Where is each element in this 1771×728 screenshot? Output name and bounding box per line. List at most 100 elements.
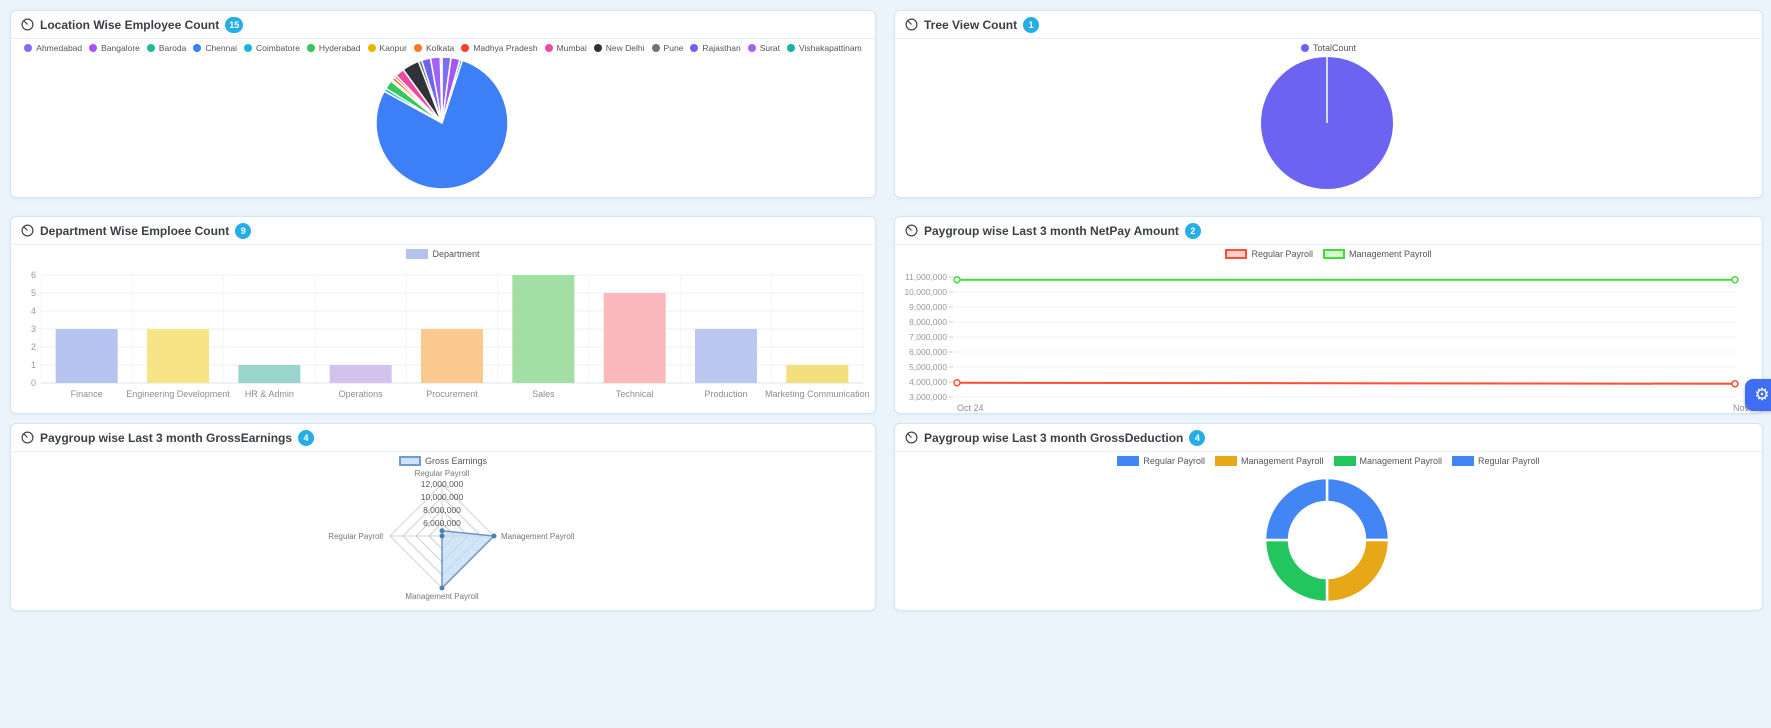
count-badge: 2: [1184, 222, 1201, 239]
legend-swatch: [1214, 456, 1237, 466]
panel-header: Paygroup wise Last 3 month GrossDeductio…: [895, 424, 1762, 452]
legend-label: Rajasthan: [702, 43, 741, 53]
legend-label: Bangalore: [101, 43, 140, 53]
panel-header: Paygroup wise Last 3 month GrossEarnings…: [11, 424, 875, 452]
legend-swatch: [747, 44, 756, 52]
legend-item[interactable]: Hyderabad: [306, 43, 361, 53]
legend-label: Regular Payroll: [1251, 249, 1313, 259]
legend-swatch: [1300, 44, 1309, 52]
legend-label: Management Payroll: [1359, 456, 1443, 466]
legend-label: Baroda: [158, 43, 187, 53]
legend-item[interactable]: Rajasthan: [690, 43, 741, 53]
svg-text:Technical: Technical: [616, 389, 654, 399]
panel-title: Tree View Count: [924, 17, 1018, 32]
legend-item[interactable]: Coimbatore: [243, 43, 300, 53]
svg-text:0: 0: [31, 378, 36, 388]
pie-chart-icon: [21, 224, 34, 237]
legend-item[interactable]: Management Payroll: [1322, 249, 1432, 259]
panel-title: Location Wise Employee Count: [40, 17, 220, 32]
legend-label: Chennai: [205, 43, 237, 53]
legend-label: Regular Payroll: [1143, 456, 1205, 466]
legend-item[interactable]: Vishakapattinam: [787, 43, 862, 53]
legend-label: Department: [432, 249, 480, 259]
legend-swatch: [146, 44, 155, 52]
legend-swatch: [89, 44, 98, 52]
svg-text:3: 3: [31, 324, 36, 334]
svg-text:7,000,000: 7,000,000: [909, 332, 947, 342]
legend-swatch: [1452, 456, 1475, 466]
legend-item[interactable]: Regular Payroll: [1117, 456, 1205, 466]
legend-item[interactable]: New Delhi: [593, 43, 645, 53]
panel-netpay: Paygroup wise Last 3 month NetPay Amount…: [894, 216, 1763, 414]
legend-item[interactable]: Baroda: [146, 43, 187, 53]
svg-text:Regular Payroll: Regular Payroll: [328, 532, 383, 541]
pie-chart-icon: [905, 431, 918, 444]
svg-text:Finance: Finance: [71, 389, 103, 399]
bar: [55, 329, 118, 383]
svg-text:10,000,000: 10,000,000: [421, 492, 464, 502]
legend-item[interactable]: Management Payroll: [1214, 456, 1324, 466]
pie-chart-icon: [905, 224, 918, 237]
bar: [603, 293, 666, 383]
legend-item[interactable]: Kanpur: [367, 43, 407, 53]
legend-item[interactable]: Madhya Pradesh: [461, 43, 538, 53]
panel-department: Department Wise Emploee Count 9 Departme…: [10, 216, 876, 414]
panel-header: Department Wise Emploee Count 9: [11, 217, 875, 245]
svg-text:5,000,000: 5,000,000: [909, 362, 947, 372]
svg-text:3,000,000: 3,000,000: [909, 392, 947, 402]
legend-label: Management Payroll: [1240, 456, 1324, 466]
legend-swatch: [413, 44, 422, 52]
legend-item[interactable]: Regular Payroll: [1452, 456, 1540, 466]
pie-chart-icon: [905, 18, 918, 31]
legend-item[interactable]: Management Payroll: [1333, 456, 1443, 466]
donut-slice: [1325, 538, 1391, 604]
svg-text:Procurement: Procurement: [426, 389, 478, 399]
legend-item[interactable]: Department: [406, 249, 480, 259]
legend-item[interactable]: Kolkata: [413, 43, 455, 53]
legend-item[interactable]: Regular Payroll: [1225, 249, 1313, 259]
grossdeduction-donut-chart: [1263, 476, 1391, 604]
donut-slice: [1263, 476, 1329, 542]
svg-text:1: 1: [31, 360, 36, 370]
panel-header: Location Wise Employee Count 15: [11, 11, 875, 39]
panel-location: Location Wise Employee Count 15 Ahmedaba…: [10, 10, 876, 198]
legend-swatch: [406, 249, 429, 259]
legend-swatch: [651, 44, 660, 52]
panel-title: Paygroup wise Last 3 month GrossEarnings: [40, 430, 293, 445]
legend-item[interactable]: TotalCount: [1300, 43, 1356, 53]
legend-label: New Delhi: [605, 43, 645, 53]
svg-text:9,000,000: 9,000,000: [909, 302, 947, 312]
legend-label: Kolkata: [425, 43, 455, 53]
legend-item[interactable]: Pune: [651, 43, 683, 53]
svg-text:Management Payroll: Management Payroll: [405, 592, 479, 601]
legend-item[interactable]: Gross Earnings: [398, 456, 487, 466]
svg-text:Oct 24: Oct 24: [957, 403, 984, 413]
legend-item[interactable]: Chennai: [193, 43, 237, 53]
legend-swatch: [1117, 456, 1140, 466]
svg-text:2: 2: [31, 342, 36, 352]
legend-item[interactable]: Mumbai: [544, 43, 587, 53]
svg-text:8,000,000: 8,000,000: [423, 505, 461, 515]
legend-item[interactable]: Surat: [747, 43, 780, 53]
gear-icon: ⚙: [1754, 385, 1770, 404]
count-badge: 9: [235, 222, 252, 239]
legend-swatch: [243, 44, 252, 52]
settings-button[interactable]: ⚙: [1745, 379, 1771, 411]
legend-label: Mumbai: [556, 43, 587, 53]
svg-text:Regular Payroll: Regular Payroll: [415, 470, 470, 478]
svg-text:10,000,000: 10,000,000: [904, 287, 947, 297]
bar: [512, 275, 575, 383]
panel-title: Paygroup wise Last 3 month NetPay Amount: [924, 223, 1179, 238]
pie-slice: [375, 59, 509, 190]
chart-legend: Gross Earnings: [11, 452, 875, 470]
legend-label: Coimbatore: [255, 43, 300, 53]
legend-item[interactable]: Bangalore: [89, 43, 140, 53]
legend-swatch: [398, 456, 421, 466]
legend-swatch: [690, 44, 699, 52]
donut-slice: [1325, 476, 1391, 542]
legend-swatch: [544, 44, 553, 52]
svg-text:Sales: Sales: [532, 389, 555, 399]
legend-label: Hyderabad: [318, 43, 361, 53]
legend-item[interactable]: Ahmedabad: [24, 43, 82, 53]
